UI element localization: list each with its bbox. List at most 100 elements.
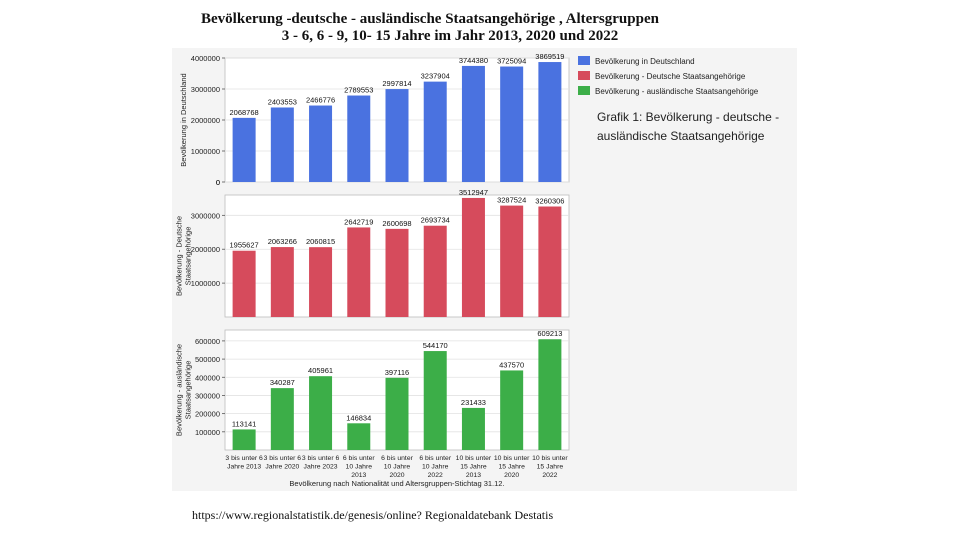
y-axis-label: Bevölkerung - ausländische xyxy=(175,344,184,436)
x-tick-label: 10 bis unter xyxy=(456,455,492,462)
chart-panel: 0 1000000 2000000 3000000 4000000 0 Bevölkerun… xyxy=(172,48,797,491)
data-label: 2997814 xyxy=(382,79,411,88)
data-label: 3287524 xyxy=(497,196,526,205)
bar xyxy=(232,429,256,450)
bar xyxy=(538,339,562,450)
chart-title-line1: Bevölkerung -deutsche - ausländische Sta… xyxy=(201,11,659,27)
x-tick-label: 10 bis unter xyxy=(494,455,530,462)
y-tick-label: 300000 xyxy=(195,391,220,400)
x-tick-label: 2020 xyxy=(389,472,404,479)
data-label: 2789553 xyxy=(344,86,373,95)
bar xyxy=(461,197,485,317)
y-axis-label: Staatsangehörige xyxy=(184,227,193,286)
bar xyxy=(538,206,562,317)
bar xyxy=(232,117,256,182)
y-tick-label: 4000000 xyxy=(191,54,220,63)
y-tick-label: 2000000 xyxy=(191,116,220,125)
data-label: 2060815 xyxy=(306,237,335,246)
bar xyxy=(232,250,256,317)
bar xyxy=(500,66,524,182)
legend-entry: Bevölkerung - Deutsche Staatsangehörige xyxy=(595,72,746,81)
x-tick-label: 3 bis unter 6 xyxy=(302,455,340,462)
data-label: 3260306 xyxy=(535,197,564,206)
x-tick-label: 6 bis unter xyxy=(381,455,413,462)
bar xyxy=(270,247,294,317)
x-tick-label: 6 bis unter xyxy=(343,455,375,462)
y-tick-label: 600000 xyxy=(195,337,220,346)
x-tick-label: Jahre 2013 xyxy=(227,464,261,471)
y-tick-label: 200000 xyxy=(195,410,220,419)
x-tick-label: 15 Jahre xyxy=(537,464,564,471)
y-tick-label: 0 xyxy=(216,178,220,187)
y-axis-label: Bevölkerung - Deutsche xyxy=(175,216,184,296)
x-tick-label: 10 Jahre xyxy=(422,464,449,471)
x-tick-label: 3 bis unter 6 xyxy=(264,455,302,462)
bar xyxy=(423,81,447,182)
bar xyxy=(270,388,294,450)
data-label: 3512947 xyxy=(459,188,488,197)
data-label: 609213 xyxy=(537,329,562,338)
bar-chart: 010000002000000300000040000000Bevölkerun… xyxy=(175,52,759,488)
legend-swatch xyxy=(578,86,590,95)
bar xyxy=(270,107,294,182)
data-label: 3869519 xyxy=(535,52,564,61)
data-label: 2068768 xyxy=(230,108,259,117)
data-label: 2063266 xyxy=(268,237,297,246)
bar xyxy=(385,228,409,317)
bar xyxy=(423,351,447,450)
bar xyxy=(385,377,409,450)
y-tick-label: 500000 xyxy=(195,355,220,364)
data-label: 2403553 xyxy=(268,97,297,106)
data-label: 2466776 xyxy=(306,96,335,105)
legend-entry: Bevölkerung - ausländische Staatsangehör… xyxy=(595,87,759,96)
bar xyxy=(309,376,333,450)
x-tick-label: 10 Jahre xyxy=(346,464,373,471)
y-tick-label: 3000000 xyxy=(191,211,220,220)
data-label: 3725094 xyxy=(497,57,526,66)
x-tick-label: 6 bis unter xyxy=(419,455,451,462)
data-label: 437570 xyxy=(499,360,524,369)
y-tick-label: 400000 xyxy=(195,373,220,382)
bar xyxy=(309,105,333,182)
bar xyxy=(309,247,333,317)
x-tick-label: Jahre 2023 xyxy=(304,464,338,471)
x-tick-label: 3 bis unter 6 xyxy=(225,455,263,462)
x-tick-label: 2020 xyxy=(504,472,519,479)
x-tick-label: 2022 xyxy=(428,472,443,479)
data-label: 1955627 xyxy=(230,241,259,250)
y-tick-label: 1000000 xyxy=(191,147,220,156)
x-tick-label: 10 bis unter xyxy=(532,455,568,462)
y-tick-label: 2000000 xyxy=(191,245,220,254)
data-label: 146834 xyxy=(346,413,371,422)
x-tick-label: 2013 xyxy=(466,472,481,479)
data-label: 397116 xyxy=(385,368,409,377)
x-tick-label: 15 Jahre xyxy=(460,464,487,471)
grafik-caption: Grafik 1: Bevölkerung - deutsche - auslä… xyxy=(597,110,780,143)
x-axis-label: Bevölkerung nach Nationalität und Alters… xyxy=(289,479,504,488)
y-tick-label: 100000 xyxy=(195,428,220,437)
data-label: 231433 xyxy=(461,398,486,407)
bar xyxy=(500,370,524,450)
x-tick-label: 10 Jahre xyxy=(384,464,411,471)
bar xyxy=(423,225,447,317)
data-label: 340287 xyxy=(270,378,295,387)
data-label: 113141 xyxy=(232,419,256,428)
x-tick-label: 2013 xyxy=(351,472,366,479)
data-label: 2600698 xyxy=(382,219,411,228)
y-axis-label: Bevölkerung in Deutschland xyxy=(179,73,188,166)
y-tick-label: 1000000 xyxy=(191,279,220,288)
bar xyxy=(461,65,485,182)
data-label: 544170 xyxy=(423,341,448,350)
data-label: 3237904 xyxy=(421,72,450,81)
bar xyxy=(347,227,371,317)
bar xyxy=(347,423,371,450)
chart-title-line2: 3 - 6, 6 - 9, 10- 15 Jahre im Jahr 2013,… xyxy=(281,28,619,44)
data-label: 2693734 xyxy=(421,216,450,225)
x-tick-label: 15 Jahre xyxy=(498,464,525,471)
x-tick-label: Jahre 2020 xyxy=(265,464,299,471)
data-label: 2642719 xyxy=(344,217,373,226)
x-tick-label: 2022 xyxy=(542,472,557,479)
y-tick-label: 0 xyxy=(216,178,220,187)
bar xyxy=(461,407,485,450)
y-tick-label: 3000000 xyxy=(191,85,220,94)
